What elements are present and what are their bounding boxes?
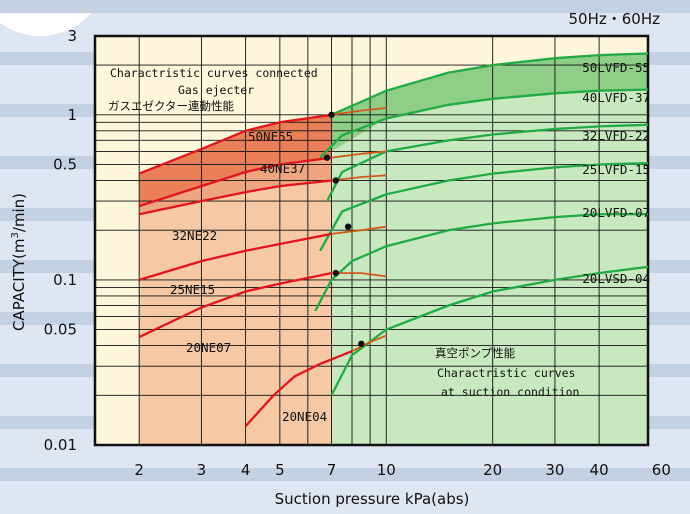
x-tick-label: 10 xyxy=(377,461,396,479)
intersection-point xyxy=(358,340,365,348)
x-tick-label: 60 xyxy=(652,461,671,479)
plot-border xyxy=(93,34,650,447)
series-label-20lvsd-04: 20LVSD-04 xyxy=(582,271,650,286)
background-band xyxy=(0,468,690,481)
x-tick-label: 4 xyxy=(241,461,251,479)
series-label-20ne04: 20NE04 xyxy=(282,409,327,424)
ejector-region-fill-dark xyxy=(139,114,332,207)
intersection-point xyxy=(328,111,335,118)
intersection-point xyxy=(344,223,352,230)
series-label-40ne37: 40NE37 xyxy=(260,161,305,176)
series-label-25ne15: 25NE15 xyxy=(170,282,215,297)
series-label-25lvfd-15: 25LVFD-15 xyxy=(582,162,650,177)
y-tick-label: 0.05 xyxy=(44,321,77,339)
x-tick-label: 30 xyxy=(545,461,564,479)
pump-note-line2: at suction condition xyxy=(441,385,579,399)
y-axis-title-superscript: 3 xyxy=(10,232,21,238)
series-extension-50ne55 xyxy=(331,107,387,116)
series-line-25lvfd-15 xyxy=(319,161,649,252)
series-label-50lvfd-55: 50LVFD-55 xyxy=(582,60,650,75)
pump-note-jp: 真空ポンプ性能 xyxy=(435,346,516,360)
plot-area: 50NE55 40NE37 32NE22 25NE15 20NE07 20NE04 50LV… xyxy=(44,27,671,479)
y-tick-label: 0.1 xyxy=(53,271,77,289)
series-line-32lvfd-22 xyxy=(326,123,649,202)
series-line-20lvsd-04 xyxy=(330,265,649,396)
pump-region-fill-dark xyxy=(331,53,648,152)
x-tick-label: 5 xyxy=(275,461,285,479)
x-tick-label: 40 xyxy=(590,461,609,479)
series-line-40ne37 xyxy=(138,156,332,208)
series-label-20ne07: 20NE07 xyxy=(186,340,231,355)
series-line-50lvfd-55 xyxy=(331,52,649,116)
intersection-point xyxy=(332,269,340,277)
series-extension-32ne22 xyxy=(331,174,387,182)
series-label-50ne55: 50NE55 xyxy=(248,129,293,144)
y-tick-label: 3 xyxy=(67,27,77,45)
ejector-region-fill-mid xyxy=(139,157,332,215)
series-line-20ne07 xyxy=(138,271,332,339)
y-tick-label: 0.01 xyxy=(44,436,77,454)
series-label-32lvfd-22: 32LVFD-22 xyxy=(582,128,650,143)
y-tick-label: 0.5 xyxy=(53,155,77,173)
series-line-50ne55 xyxy=(138,113,332,175)
series-extension-25ne15 xyxy=(331,225,387,235)
y-axis-title-tail: /min) xyxy=(10,193,28,232)
x-tick-label: 7 xyxy=(327,461,337,479)
x-tick-label: 2 xyxy=(134,461,144,479)
series-line-20ne04 xyxy=(244,350,353,427)
series-line-32ne22 xyxy=(138,179,332,216)
ejector-note-line1: Charactristic curves connected xyxy=(110,66,318,80)
y-axis-title: CAPACITY(m3/min) xyxy=(10,193,28,331)
series-extension-40ne37 xyxy=(331,150,387,159)
pump-note-line1: Charactristic curves xyxy=(437,366,575,380)
series-label-20lvfd-07: 20LVFD-07 xyxy=(582,205,650,220)
series-label-32ne22: 32NE22 xyxy=(172,228,217,243)
x-axis-title: Suction pressure kPa(abs) xyxy=(275,490,470,508)
x-tick-label: 20 xyxy=(483,461,502,479)
x-tick-label: 3 xyxy=(197,461,207,479)
intersection-point xyxy=(323,154,331,161)
series-line-40lvfd-37 xyxy=(319,88,649,159)
y-axis-title-main: CAPACITY(m xyxy=(10,239,28,332)
ejector-note-jp: ガスエゼクター連動性能 xyxy=(108,99,235,113)
background-band xyxy=(0,0,690,13)
intersection-point xyxy=(332,177,340,184)
series-line-25ne15 xyxy=(138,232,332,282)
y-tick-label: 1 xyxy=(67,106,77,124)
corner-label: 50Hz・60Hz xyxy=(569,10,661,28)
ejector-note-line2: Gas ejecter xyxy=(178,83,254,97)
series-extension-20ne04 xyxy=(351,334,387,353)
series-label-40lvfd-37: 40LVFD-37 xyxy=(582,90,650,105)
series-extension-20ne07 xyxy=(331,272,387,278)
